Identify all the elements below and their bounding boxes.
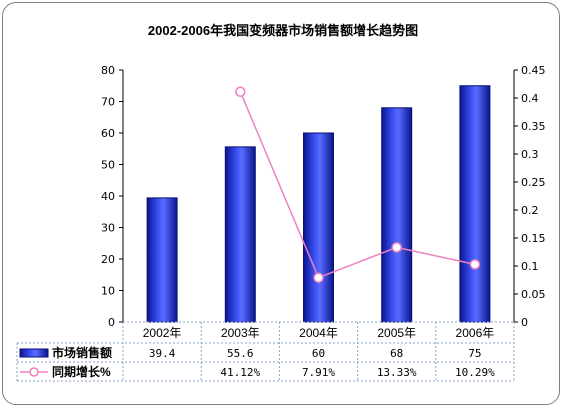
growth-point-2 <box>313 272 324 283</box>
y-left-tick-label: 50 <box>101 159 115 172</box>
x-tick-label: 2003年 <box>221 326 260 340</box>
y-right-tick-label: 0.3 <box>521 148 539 161</box>
y-left-tick-label: 80 <box>101 64 115 77</box>
y-right-tick-label: 0 <box>521 316 528 329</box>
y-left-tick-label: 10 <box>101 285 115 298</box>
legend-bar-label: 市场销售额 <box>52 345 112 360</box>
x-tick-label: 2006年 <box>456 326 495 340</box>
bar-3 <box>303 132 334 323</box>
x-tick-label: 2005年 <box>377 326 416 340</box>
y-right-tick-label: 0.2 <box>521 204 539 217</box>
y-left-tick-label: 70 <box>101 96 115 109</box>
y-left-tick-label: 40 <box>101 190 115 203</box>
table-sales-value: 60 <box>312 347 325 360</box>
y-right-tick-label: 0.05 <box>521 288 546 301</box>
bar-4 <box>381 107 413 323</box>
y-left-tick-label: 0 <box>108 316 115 329</box>
y-right-tick-label: 0.15 <box>521 232 546 245</box>
x-tick-label: 2002年 <box>143 326 182 340</box>
x-tick-label: 2004年 <box>299 326 338 340</box>
y-left-tick-label: 60 <box>101 127 115 140</box>
table-growth-value: 13.33% <box>377 366 417 379</box>
y-right-tick-label: 0.45 <box>521 64 546 77</box>
legend-line-marker <box>29 367 39 377</box>
table-sales-value: 55.6 <box>227 347 254 360</box>
bar-1 <box>146 197 178 323</box>
y-left-tick-label: 20 <box>101 253 115 266</box>
bar-2 <box>224 146 256 323</box>
y-right-tick-label: 0.35 <box>521 120 546 133</box>
y-left-tick-label: 30 <box>101 222 115 235</box>
table-growth-value: 41.12% <box>220 366 260 379</box>
table-growth-value: 7.91% <box>302 366 335 379</box>
growth-point-1 <box>235 86 246 97</box>
table-sales-value: 75 <box>468 347 481 360</box>
chart-title: 2002-2006年我国变频器市场销售额增长趋势图 <box>147 23 419 38</box>
y-right-tick-label: 0.4 <box>521 92 539 105</box>
growth-point-4 <box>469 259 481 270</box>
y-right-tick-label: 0.25 <box>521 176 546 189</box>
y-right-tick-label: 0.1 <box>521 260 539 273</box>
legend-bar-swatch <box>19 348 49 358</box>
table-growth-value: 10.29% <box>455 366 495 379</box>
growth-point-3 <box>391 242 402 253</box>
legend-line-label: 同期增长% <box>52 364 111 379</box>
bar-5 <box>459 85 491 323</box>
table-sales-value: 39.4 <box>149 347 176 360</box>
table-sales-value: 68 <box>390 347 403 360</box>
growth-line <box>239 91 476 279</box>
